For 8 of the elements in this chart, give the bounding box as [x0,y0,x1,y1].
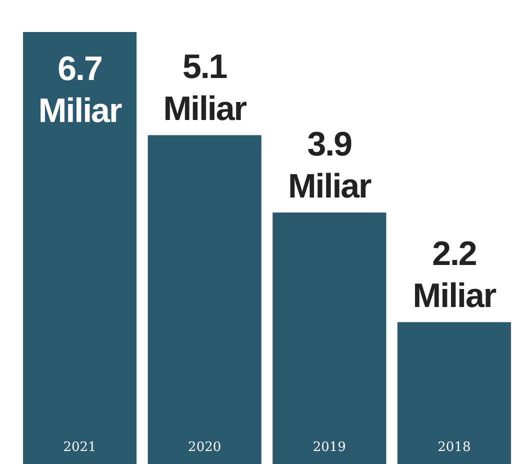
x-tick-label: 2018 [438,440,471,455]
x-tick-label: 2019 [312,440,346,455]
data-label: 3.9 Miliar [288,126,372,206]
data-label: 2.2 Miliar [412,235,496,316]
data-label: 6.7 Miliar [38,50,122,130]
x-tick-label: 2020 [188,440,222,455]
x-tick-label: 2021 [63,440,96,455]
data-label: 5.1 Miliar [163,48,247,128]
